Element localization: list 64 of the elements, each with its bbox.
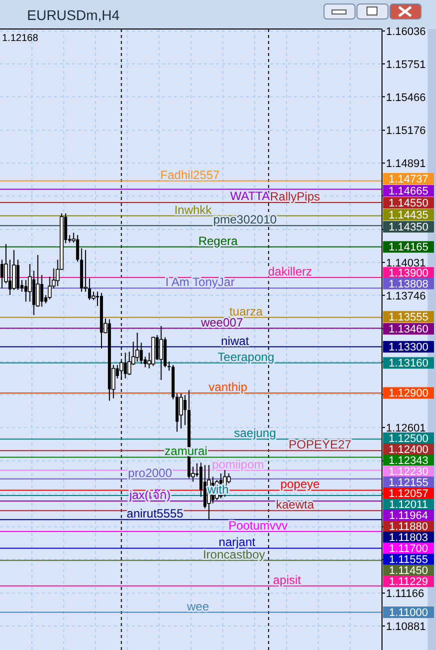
annotation: 1.12168 xyxy=(2,33,39,44)
text: 1.13808 xyxy=(388,278,428,290)
text: 1.11450 xyxy=(389,565,428,578)
y-tick-label: 1.16036 xyxy=(386,26,426,38)
ref-line-label: Teerapong xyxy=(218,350,274,364)
text: 1.11555 xyxy=(389,554,428,566)
y-tick-label: 1.14891 xyxy=(386,158,426,170)
ref-line-label: pme302010 xyxy=(213,212,278,227)
text: 1.13460 xyxy=(388,324,428,336)
text: 1.11700 xyxy=(389,543,428,556)
text: 1.13300 xyxy=(388,342,428,354)
ref-line-label: anirut5555 xyxy=(126,506,184,521)
ref-line-label: pro2000 xyxy=(128,466,172,480)
text: 1.12057 xyxy=(388,488,428,500)
text: 1.13160 xyxy=(388,358,428,370)
ref-line-label: popeye xyxy=(280,477,320,492)
text: 1.14350 xyxy=(388,222,428,234)
y-tick-label: 1.15176 xyxy=(386,125,426,138)
ref-line-label: POPEYE27 xyxy=(288,438,352,452)
ref-line-label: apisit xyxy=(272,572,302,587)
text: 1.13900 xyxy=(388,268,428,280)
text: 1.13555 xyxy=(388,312,428,324)
text: 1.11880 xyxy=(389,521,428,534)
ref-line-label: Regera xyxy=(198,234,238,248)
ref-line-label: pomiipom xyxy=(212,457,264,472)
text: 1.12230 xyxy=(388,466,428,478)
text: 1.14435 xyxy=(388,210,428,222)
text: 1.14550 xyxy=(388,198,428,210)
text: 1.14165 xyxy=(388,242,428,254)
text: 1.14737 xyxy=(388,174,428,186)
text: 1.12900 xyxy=(388,388,428,400)
ref-line-label: WATTA xyxy=(230,189,270,204)
y-tick-label: 1.12601 xyxy=(386,422,426,434)
text: 1.12400 xyxy=(388,444,428,456)
chart-title: EURUSDm,H4 xyxy=(27,7,120,23)
ref-line-label: Fadhil2557 xyxy=(160,168,220,182)
ref-line-label: kaewta xyxy=(276,498,314,512)
ref-line-label: narjant xyxy=(218,535,256,550)
y-tick-label: 1.14031 xyxy=(386,257,426,270)
ref-line-label: I Am TonyJar xyxy=(165,275,235,290)
ref-line-label: vanthip xyxy=(208,380,248,394)
text: 1.12011 xyxy=(389,499,428,512)
y-tick-label: 1.10881 xyxy=(386,620,426,633)
ref-line-label: dakillerz xyxy=(268,264,312,279)
text: 1.12155 xyxy=(388,477,428,490)
text: 1.14665 xyxy=(388,186,428,198)
y-tick-label: 1.15466 xyxy=(386,92,426,104)
ref-line-label: saejung xyxy=(234,426,276,440)
text: 1.11229 xyxy=(389,576,428,588)
ref-line-label: Ironcastboy xyxy=(202,547,266,562)
text: 1.12500 xyxy=(388,432,428,445)
ref-line-label: wee xyxy=(186,599,210,614)
ref-line-label: Inwhkk xyxy=(174,202,213,217)
text: 1.11000 xyxy=(389,607,428,620)
text: 1.11803 xyxy=(389,532,428,544)
y-tick-label: 1.15751 xyxy=(386,58,426,71)
ref-line-label: niwat xyxy=(220,334,250,348)
ref-line-label: RallyPips xyxy=(270,189,320,204)
text: 1.12343 xyxy=(388,454,428,467)
y-tick-label: 1.11166 xyxy=(386,588,424,600)
text: 1.11964 xyxy=(389,510,428,522)
y-tick-label: 1.13746 xyxy=(386,290,426,302)
ref-line-label: Pootumvvv xyxy=(228,518,288,532)
ref-line-label: with xyxy=(206,482,229,497)
